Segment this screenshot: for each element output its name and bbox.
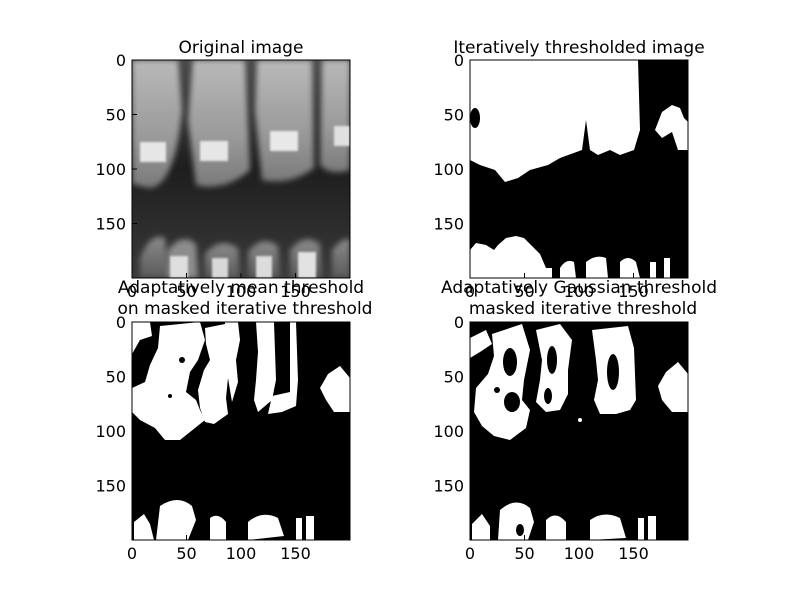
- y-tick-label: 0: [116, 51, 126, 70]
- panel-original: Original image: [95, 38, 350, 301]
- iterative-mask-image: [470, 60, 688, 278]
- y-tick-label: 50: [106, 368, 126, 387]
- y-tick-label: 150: [95, 477, 126, 496]
- y-tick-label: 0: [454, 313, 464, 332]
- panel-iterative: Iteratively thresholded image 0 50 100 150 …: [433, 38, 704, 301]
- y-tick-label: 100: [433, 422, 464, 441]
- y-tick-label: 100: [95, 422, 126, 441]
- y-tick-label: 50: [106, 106, 126, 125]
- y-tick-label: 150: [95, 215, 126, 234]
- panel-original-title: Original image: [179, 38, 304, 58]
- y-ticks-3: 0 50 100 150: [433, 313, 475, 496]
- x-tick-label: 50: [514, 544, 534, 563]
- panel-iterative-title: Iteratively thresholded image: [453, 38, 704, 58]
- x-tick-label: 100: [226, 544, 257, 563]
- panel-adaptive-mean-title: Adaptatively mean threshold on masked ite…: [118, 278, 373, 319]
- xray-image: [132, 60, 350, 278]
- y-tick-label: 50: [444, 106, 464, 125]
- x-tick-label: 50: [176, 544, 196, 563]
- y-tick-label: 100: [95, 160, 126, 179]
- x-tick-label: 100: [564, 544, 595, 563]
- panel-adaptive-gaussian-title-line1: Adaptatively Gaussian threshold: [441, 278, 717, 298]
- y-tick-label: 150: [433, 477, 464, 496]
- x-tick-label: 150: [618, 544, 649, 563]
- y-tick-label: 100: [433, 160, 464, 179]
- panel-adaptive-gaussian-title: Adaptatively Gaussian threshold masked it…: [441, 278, 717, 319]
- x-tick-label: 150: [280, 544, 311, 563]
- panel-adaptive-mean-title-line1: Adaptatively mean threshold: [118, 278, 364, 298]
- x-tick-label: 0: [127, 544, 137, 563]
- y-ticks-1: 0 50 100 150: [433, 51, 475, 234]
- panel-adaptive-mean-title-line2: on masked iterative threshold: [118, 299, 373, 319]
- panel-adaptive-gaussian: 0 50 100 150 0 50 100 150 Adaptatively Gaussia…: [433, 278, 717, 563]
- panel-adaptive-gaussian-title-line2: masked iterative threshold: [469, 299, 697, 319]
- y-tick-label: 50: [444, 368, 464, 387]
- y-tick-label: 0: [454, 51, 464, 70]
- y-tick-label: 150: [433, 215, 464, 234]
- x-tick-label: 0: [465, 544, 475, 563]
- y-ticks-0: 0 50 100 150: [95, 51, 137, 234]
